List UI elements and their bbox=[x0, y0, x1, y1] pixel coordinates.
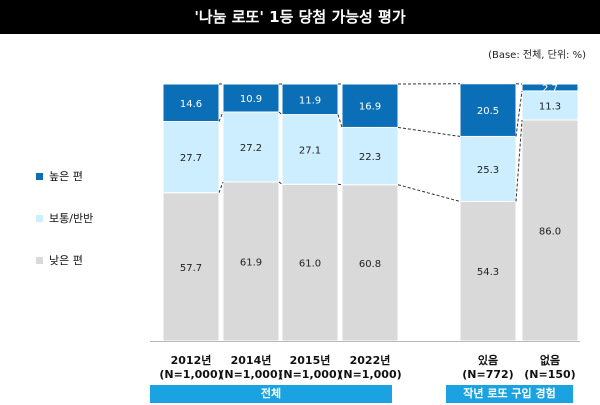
bar-mid-2 bbox=[281, 114, 339, 185]
chart-title: '나눔 로또' 1등 당첨 가능성 평가 bbox=[194, 8, 406, 26]
bar-low-0 bbox=[162, 192, 220, 342]
category-n-label-1: (N=1,000) bbox=[219, 368, 282, 381]
connector-low-1 bbox=[278, 181, 283, 185]
bar-mid-1 bbox=[222, 111, 280, 183]
data-label-low-1: 61.9 bbox=[240, 257, 262, 268]
data-label-mid-0: 27.7 bbox=[180, 153, 202, 164]
bar-low-1 bbox=[222, 181, 280, 342]
data-label-mid-2: 27.1 bbox=[299, 145, 321, 156]
bar-low-5 bbox=[521, 119, 579, 342]
bar-high-4 bbox=[459, 83, 517, 137]
legend-item-low: 낮은 편 bbox=[36, 252, 83, 268]
bar-mid-3 bbox=[341, 126, 399, 186]
connector-low-4 bbox=[515, 119, 523, 202]
bar-high-2 bbox=[281, 83, 339, 116]
connector-low-3 bbox=[397, 184, 461, 202]
data-label-high-5: 2.7 bbox=[542, 83, 558, 94]
bar-mid-0 bbox=[162, 121, 220, 194]
data-label-low-5: 86.0 bbox=[539, 226, 561, 237]
category-n-label-4: (N=772) bbox=[462, 368, 513, 381]
group-label-overall: 전체 bbox=[150, 385, 392, 403]
connector-mid-0 bbox=[218, 111, 224, 122]
title-bar bbox=[0, 0, 600, 34]
bar-high-0 bbox=[162, 83, 220, 123]
data-label-low-4: 54.3 bbox=[477, 267, 499, 278]
data-label-high-3: 16.9 bbox=[359, 102, 381, 113]
legend-swatch-low bbox=[36, 256, 43, 264]
connector-low-0 bbox=[218, 181, 224, 193]
legend-swatch-high bbox=[36, 172, 43, 180]
data-label-high-4: 20.5 bbox=[477, 106, 499, 117]
base-note: (Base: 전체, 단위: %) bbox=[488, 50, 586, 61]
data-label-mid-3: 22.3 bbox=[359, 152, 381, 163]
bar-high-1 bbox=[222, 83, 280, 113]
legend-swatch-mid bbox=[36, 214, 43, 222]
category-label-2: 2015년 bbox=[290, 353, 331, 367]
category-label-3: 2022년 bbox=[350, 353, 391, 367]
bar-high-5 bbox=[521, 83, 579, 92]
connector-mid-4 bbox=[515, 90, 523, 137]
connector-mid-3 bbox=[397, 126, 461, 137]
data-label-low-3: 60.8 bbox=[359, 259, 381, 270]
legend-item-high: 높은 편 bbox=[36, 168, 83, 184]
category-n-label-3: (N=1,000) bbox=[338, 368, 401, 381]
connector-mid-2 bbox=[337, 114, 343, 128]
data-label-mid-1: 27.2 bbox=[240, 143, 262, 154]
category-label-0: 2012년 bbox=[171, 353, 212, 367]
group-label-purchase-experience: 작년 로또 구입 경험 bbox=[446, 385, 573, 403]
data-label-low-0: 57.7 bbox=[180, 263, 202, 274]
data-label-high-2: 11.9 bbox=[299, 95, 321, 106]
category-label-4: 있음 bbox=[478, 354, 498, 367]
data-label-mid-4: 25.3 bbox=[477, 165, 499, 176]
category-label-1: 2014년 bbox=[231, 353, 272, 367]
category-label-5: 없음 bbox=[540, 354, 560, 367]
connector-mid-1 bbox=[278, 111, 283, 115]
data-label-high-0: 14.6 bbox=[180, 99, 202, 110]
connector-low-2 bbox=[337, 183, 343, 186]
data-label-high-1: 10.9 bbox=[240, 94, 262, 105]
legend-label-mid: 보통/반반 bbox=[49, 212, 94, 225]
legend-label-low: 낮은 편 bbox=[49, 254, 83, 267]
category-n-label-2: (N=1,000) bbox=[278, 368, 341, 381]
data-label-low-2: 61.0 bbox=[299, 259, 321, 270]
bar-high-3 bbox=[341, 83, 399, 128]
data-label-mid-5: 11.3 bbox=[539, 101, 561, 112]
bar-low-4 bbox=[459, 200, 517, 342]
category-n-label-5: (N=150) bbox=[524, 368, 575, 381]
category-n-label-0: (N=1,000) bbox=[159, 368, 222, 381]
legend-item-mid: 보통/반반 bbox=[36, 210, 93, 226]
legend-label-high: 높은 편 bbox=[49, 170, 83, 183]
bar-low-3 bbox=[341, 184, 399, 342]
